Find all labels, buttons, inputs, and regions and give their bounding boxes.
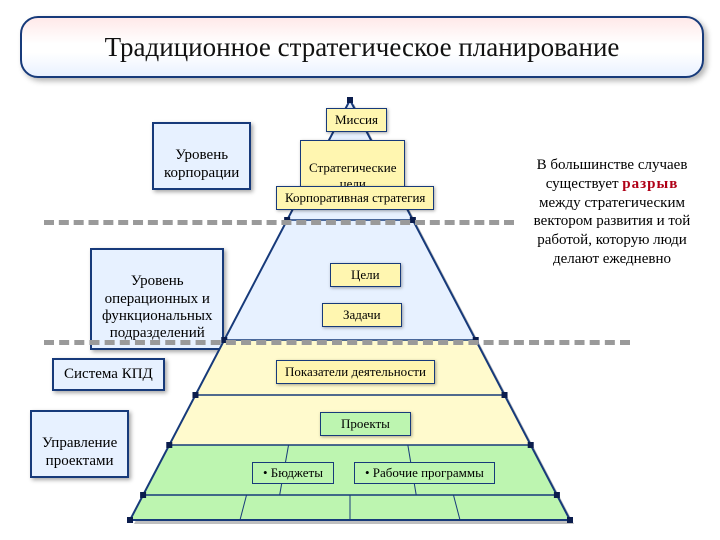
budgets-text: • Бюджеты (263, 465, 323, 480)
side-l2: существует (546, 176, 619, 192)
tasks-text: Задачи (343, 307, 381, 322)
title-box: Традиционное стратегическое планирование (20, 16, 704, 78)
goals-text: Цели (351, 267, 380, 282)
side-l1: В большинстве случаев (537, 157, 688, 173)
box-projects: Проекты (320, 412, 411, 436)
side-gap: разрыв (622, 176, 678, 192)
perf-text: Показатели деятельности (285, 364, 426, 379)
corp-strategy-text: Корпоративная стратегия (285, 190, 425, 205)
programs-text: • Рабочие программы (365, 465, 484, 480)
page-title: Традиционное стратегическое планирование (105, 32, 620, 63)
projects-text: Проекты (341, 416, 390, 431)
box-perf: Показатели деятельности (276, 360, 435, 384)
side-text: В большинстве случаев существует разрыв … (522, 156, 702, 269)
box-budgets: • Бюджеты (252, 462, 334, 484)
label-corp-text: Уровень корпорации (164, 147, 239, 180)
label-kpi-text: Система КПД (64, 366, 153, 382)
label-proj: Управление проектами (30, 410, 129, 478)
label-proj-text: Управление проектами (42, 435, 117, 468)
box-goals: Цели (330, 263, 401, 287)
label-ops-text: Уровень операционных и функциональных по… (102, 273, 212, 341)
mission-text: Миссия (335, 112, 378, 127)
label-kpi: Система КПД (52, 358, 165, 391)
box-corp-strategy: Корпоративная стратегия (276, 186, 434, 210)
label-corp: Уровень корпорации (152, 122, 251, 190)
gap-dash-2 (44, 340, 630, 345)
box-programs: • Рабочие программы (354, 462, 495, 484)
box-tasks: Задачи (322, 303, 402, 327)
box-mission: Миссия (326, 108, 387, 132)
gap-dash-1 (44, 220, 514, 225)
side-l3: между стратегическим вектором развития и… (534, 195, 691, 267)
label-ops: Уровень операционных и функциональных по… (90, 248, 224, 350)
